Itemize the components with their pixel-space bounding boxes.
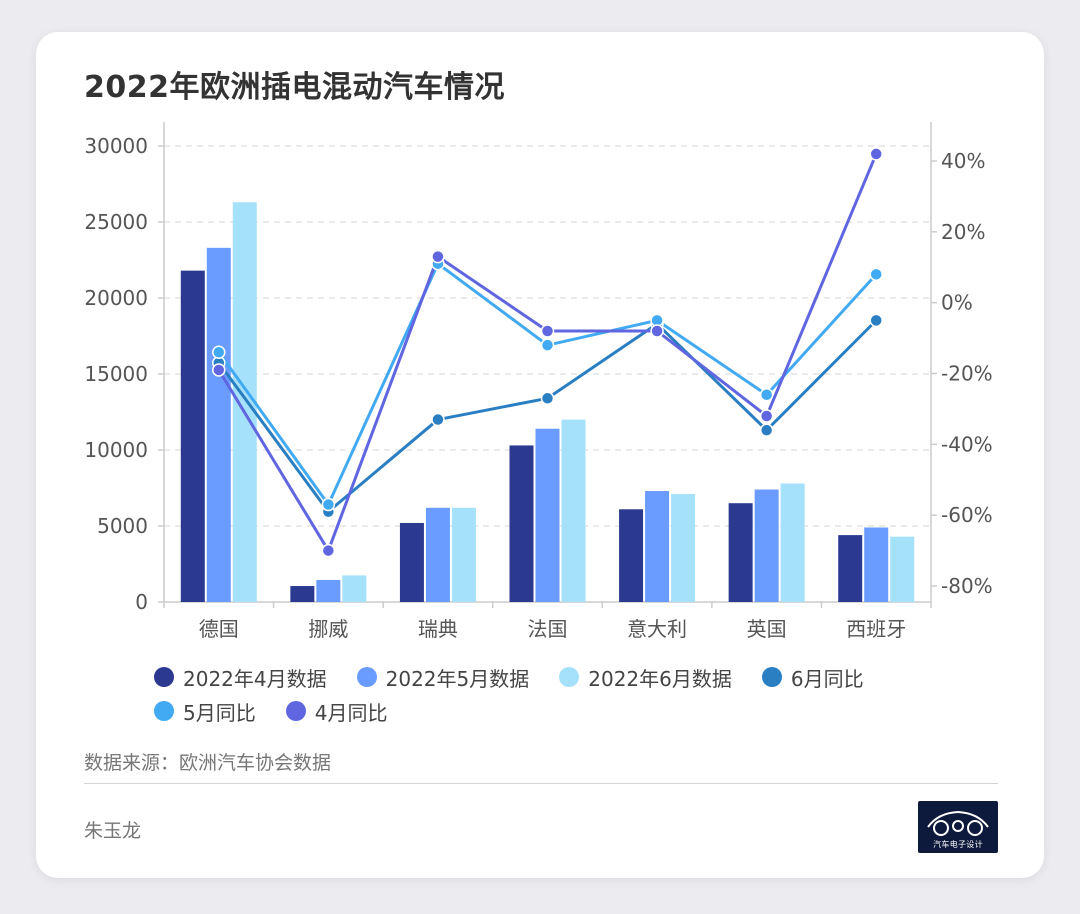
bar-jun-data	[890, 536, 915, 602]
combo-chart: 0 5000 10000 15000 20000 25000 30000 40% 20% 0% -2…	[84, 122, 993, 641]
legend-swatch-jun-yoy	[761, 667, 782, 687]
bar-may-data	[864, 527, 889, 602]
bar-jun-data	[671, 494, 696, 602]
point-apr-yoy	[869, 147, 883, 161]
x-tick-label: 英国	[747, 617, 787, 641]
legend-label-apr-data: 2022年4月数据	[183, 666, 327, 691]
point-apr-yoy	[321, 543, 336, 558]
legend-label-jun-yoy: 6月同比	[790, 666, 864, 691]
legend-swatch-may-yoy	[154, 701, 174, 721]
point-apr-yoy	[650, 324, 664, 338]
legend-item-may-data[interactable]: 2022年5月数据	[356, 663, 530, 692]
left-tick-label: 5000	[97, 514, 148, 538]
point-may-yoy	[759, 388, 774, 402]
legend-label-may-data: 2022年5月数据	[385, 666, 530, 691]
author-name: 朱玉龙	[84, 820, 142, 842]
bar-apr-data	[838, 535, 863, 602]
point-apr-yoy	[540, 324, 555, 338]
bar-may-data	[535, 428, 560, 602]
right-tick-label: -80%	[941, 574, 993, 598]
x-tick-label: 西班牙	[846, 617, 906, 641]
car-logo-icon	[927, 810, 989, 836]
point-apr-yoy	[212, 363, 226, 377]
right-tick-label: 40%	[941, 149, 985, 173]
bar-apr-data	[619, 509, 644, 602]
left-tick-label: 0	[135, 590, 148, 614]
bar-may-data	[425, 507, 450, 602]
point-jun-yoy	[759, 423, 774, 437]
bar-jun-data	[342, 575, 367, 602]
legend-swatch-apr-data	[154, 667, 174, 687]
bar-may-data	[645, 491, 670, 602]
logo-text: 汽车电子设计	[933, 840, 983, 849]
bar-apr-data	[180, 270, 205, 602]
bar-may-data	[206, 247, 231, 602]
point-jun-yoy	[540, 391, 555, 406]
legend-swatch-apr-yoy	[285, 701, 306, 721]
brand-logo: 汽车电子设计	[918, 801, 998, 853]
x-tick-label: 挪威	[308, 617, 348, 641]
legend-label-jun-data: 2022年6月数据	[588, 666, 732, 691]
bar-jun-data	[780, 483, 805, 602]
bar-apr-data	[399, 522, 424, 602]
right-tick-label: 0%	[941, 291, 973, 315]
legend-label-apr-yoy: 4月同比	[314, 700, 388, 725]
footer-divider	[84, 783, 998, 784]
right-tick-label: 20%	[941, 220, 985, 244]
bar-apr-data	[728, 503, 753, 602]
left-tick-label: 30000	[84, 134, 148, 158]
bar-may-data	[316, 579, 341, 602]
point-apr-yoy	[431, 249, 445, 264]
bar-jun-data	[561, 419, 586, 602]
chart-title: 2022年欧洲插电混动汽车情况	[84, 70, 505, 105]
right-tick-label: -60%	[941, 503, 993, 527]
x-tick-label: 瑞典	[418, 617, 458, 641]
legend-item-apr-yoy[interactable]: 4月同比	[285, 697, 388, 726]
left-tick-label: 15000	[84, 362, 148, 386]
legend-item-jun-yoy[interactable]: 6月同比	[761, 663, 864, 692]
point-may-yoy	[540, 338, 555, 352]
point-jun-yoy	[869, 313, 883, 328]
x-tick-label: 德国	[199, 617, 239, 641]
left-tick-label: 20000	[84, 286, 148, 310]
legend-item-may-yoy[interactable]: 5月同比	[154, 697, 256, 726]
legend-item-apr-data[interactable]: 2022年4月数据	[154, 663, 327, 692]
bar-jun-data	[451, 507, 476, 602]
point-may-yoy	[869, 267, 883, 282]
point-apr-yoy	[759, 409, 774, 423]
right-tick-label: -20%	[941, 362, 993, 386]
legend-item-jun-data[interactable]: 2022年6月数据	[559, 663, 732, 692]
chart-card: 2022年欧洲插电混动汽车情况 0 5000 10000 15000 20000 2500…	[36, 32, 1044, 878]
bar-may-data	[754, 489, 779, 602]
right-tick-label: -40%	[941, 432, 993, 456]
x-tick-label: 意大利	[627, 617, 687, 641]
legend-swatch-may-data	[356, 667, 377, 687]
legend-swatch-jun-data	[559, 667, 580, 687]
left-tick-label: 25000	[84, 210, 148, 234]
bar-apr-data	[290, 586, 315, 602]
chart-legend: 2022年4月数据 2022年5月数据 2022年6月数据 6月同比 5月同比	[154, 660, 954, 728]
bar-apr-data	[509, 445, 534, 602]
point-may-yoy	[212, 345, 226, 359]
x-tick-label: 法国	[528, 617, 568, 641]
bar-jun-data	[232, 202, 257, 603]
point-may-yoy	[321, 497, 336, 512]
data-source-note: 数据来源：欧洲汽车协会数据	[84, 752, 332, 774]
legend-label-may-yoy: 5月同比	[183, 700, 256, 725]
left-tick-label: 10000	[84, 438, 148, 462]
point-jun-yoy	[431, 412, 445, 427]
